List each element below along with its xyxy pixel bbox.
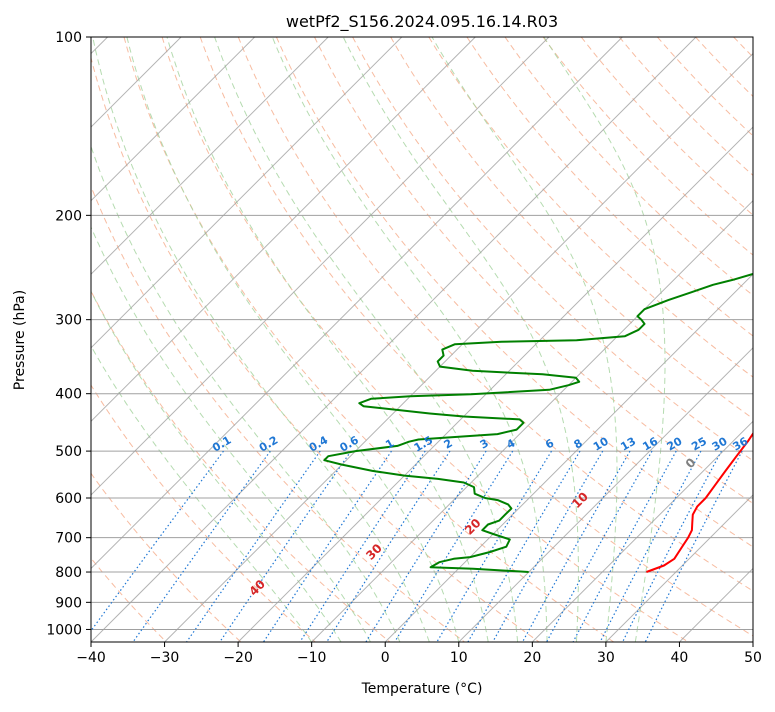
y-tick-label: 200 <box>55 208 82 224</box>
x-tick-label: −20 <box>223 650 253 666</box>
isotherm-line <box>238 37 775 642</box>
dry-adiabat-label: 10 <box>569 489 591 511</box>
x-tick-label: 20 <box>523 650 541 666</box>
mixing-ratio-label: 6 <box>543 436 556 451</box>
isotherm-line <box>0 37 255 642</box>
dry-adiabat-line <box>276 37 775 642</box>
dry-adiabat-line <box>429 37 775 642</box>
x-tick-label: 50 <box>744 650 762 666</box>
dry-adiabat-line <box>0 37 241 642</box>
mixing-ratio-label: 1 <box>383 437 396 452</box>
mixing-ratio-line <box>220 451 351 642</box>
dry-adiabat-label: 30 <box>363 541 385 563</box>
dry-adiabat-line <box>86 37 539 642</box>
mixing-ratio-label: 3 <box>478 437 491 452</box>
dry-adiabat-label: 0 <box>683 455 699 471</box>
dry-adiabat-line <box>162 37 688 642</box>
y-tick-label: 400 <box>55 387 82 403</box>
moist-adiabat-line <box>127 37 459 642</box>
dry-adiabat-line <box>238 37 775 642</box>
y-tick-label: 500 <box>55 444 82 460</box>
isotherm-line <box>753 37 775 642</box>
mixing-ratio-line <box>600 451 701 642</box>
x-tick-label: −40 <box>76 650 106 666</box>
moist-adiabat-line <box>63 37 400 642</box>
isotherm-line <box>459 37 775 642</box>
y-tick-label: 600 <box>55 491 82 507</box>
dry-adiabat-label: 20 <box>462 516 484 538</box>
dry-adiabat-line <box>505 37 775 642</box>
x-tick-label: 40 <box>671 650 689 666</box>
x-tick-label: −30 <box>150 650 180 666</box>
temperature-profile-line <box>646 37 775 572</box>
moist-adiabat-line <box>544 37 665 642</box>
y-tick-label: 1000 <box>46 622 82 638</box>
isotherm-line <box>0 37 402 642</box>
mixing-ratio-line <box>523 451 631 642</box>
y-tick-label: 300 <box>55 313 82 329</box>
y-tick-label: 100 <box>55 30 82 46</box>
mixing-ratio-line <box>547 451 652 642</box>
dry-adiabat-line <box>657 37 775 642</box>
mixing-ratio-line <box>437 451 552 642</box>
mixing-ratio-line <box>573 451 676 642</box>
x-tick-label: 0 <box>381 650 390 666</box>
mixing-ratio-line <box>623 451 722 642</box>
mixing-ratio-label: 2 <box>442 437 455 452</box>
dry-adiabat-line <box>353 37 775 642</box>
x-tick-label: −10 <box>297 650 327 666</box>
y-tick-label: 800 <box>55 565 82 581</box>
moist-adiabat-line <box>13 37 341 642</box>
dry-adiabat-line <box>0 37 315 642</box>
dewpoint-profile-line <box>324 37 775 572</box>
x-tick-label: 10 <box>450 650 468 666</box>
isotherm-line <box>679 37 775 642</box>
moist-adiabat-line <box>272 37 547 642</box>
x-axis-label: Temperature (°C) <box>361 681 483 697</box>
dry-adiabat-line <box>734 37 775 642</box>
mixing-ratio-line <box>366 451 486 642</box>
dry-adiabat-line <box>696 37 775 642</box>
y-axis-label: Pressure (hPa) <box>12 290 28 390</box>
y-tick-label: 900 <box>55 595 82 611</box>
chart-title: wetPf2_S156.2024.095.16.14.R03 <box>286 12 558 32</box>
y-tick-label: 700 <box>55 531 82 547</box>
dry-adiabat-line <box>467 37 775 642</box>
x-tick-label: 30 <box>597 650 615 666</box>
isotherm-line <box>17 37 622 642</box>
moist-adiabat-line <box>167 37 488 642</box>
